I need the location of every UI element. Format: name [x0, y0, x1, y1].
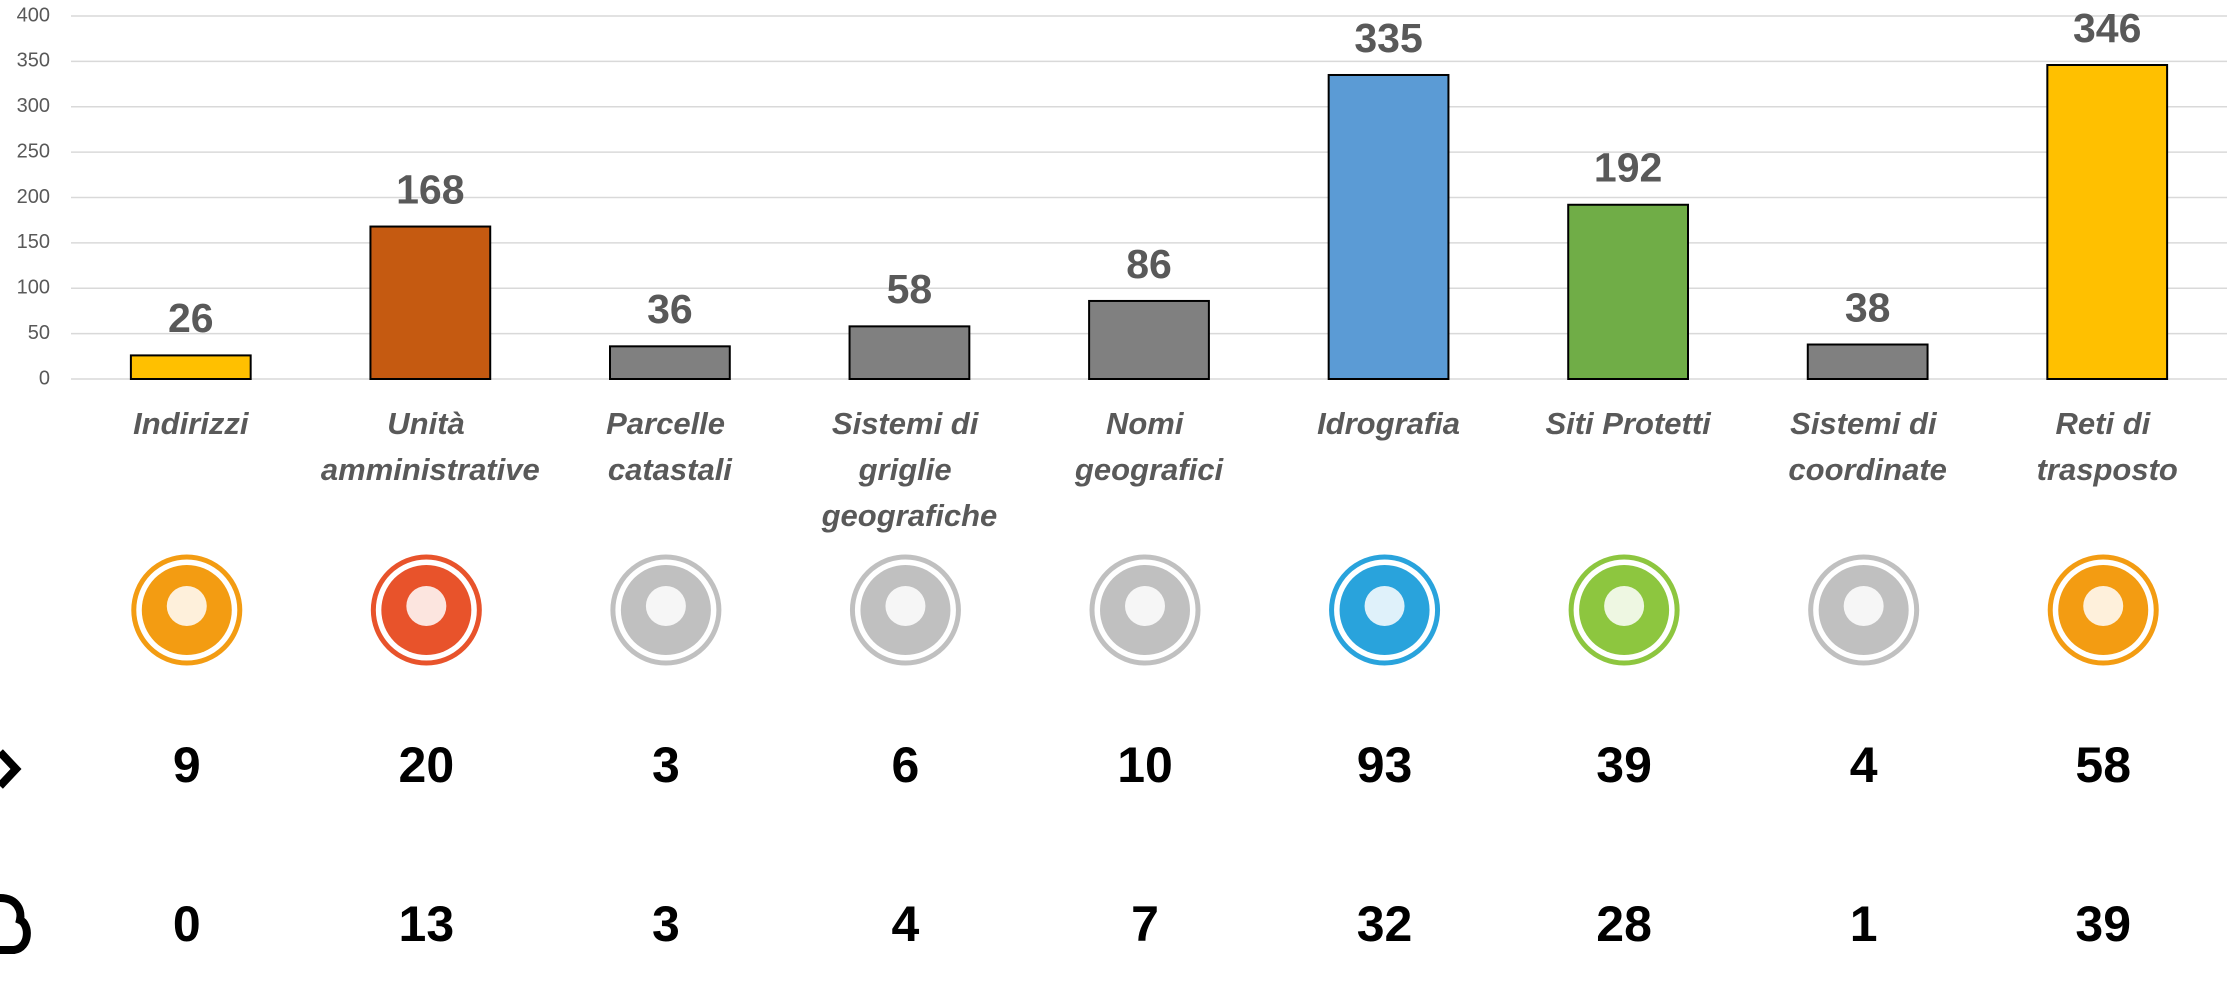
row-value: 4 — [1850, 737, 1878, 793]
value-label: 86 — [1126, 241, 1172, 287]
category-icon — [1089, 554, 1201, 666]
y-tick-label: 0 — [39, 367, 50, 389]
x-tick-label: Sistemi di griglie geografiche — [821, 406, 998, 533]
value-label: 26 — [168, 295, 214, 341]
category-icon-detail — [2083, 586, 2124, 626]
bar — [2046, 64, 2169, 380]
row-value: 3 — [652, 737, 680, 793]
row-value: 28 — [1596, 896, 1652, 952]
y-tick-label: 100 — [17, 277, 50, 299]
y-tick-label: 200 — [17, 186, 50, 208]
category-icon-detail — [166, 586, 207, 626]
row-value: 7 — [1131, 896, 1159, 952]
value-label: 58 — [887, 266, 933, 312]
category-icon-detail — [885, 586, 926, 626]
y-tick-label: 400 — [17, 4, 50, 26]
category-icon — [610, 554, 722, 666]
row-value: 13 — [399, 896, 455, 952]
y-tick-label: 50 — [28, 322, 50, 344]
category-icon — [1568, 554, 1680, 666]
category-icon-detail — [406, 586, 447, 626]
category-icon — [370, 554, 482, 666]
category-icon-detail — [1604, 586, 1645, 626]
y-tick-label: 150 — [17, 231, 50, 253]
x-tick-label: Sistemi di coordinate — [1788, 406, 1946, 487]
x-tick-label: Reti di trasposto — [2037, 406, 2178, 487]
value-label: 192 — [1594, 145, 1662, 191]
bar — [1327, 73, 1450, 381]
value-label: 36 — [647, 286, 693, 332]
x-tick-label: Indirizzi — [133, 406, 250, 441]
row-value: 39 — [1596, 737, 1652, 793]
y-tick-label: 350 — [17, 50, 50, 72]
category-icon-detail — [645, 586, 686, 626]
bar — [1806, 343, 1929, 381]
category-icon-detail — [1125, 586, 1165, 626]
row-icon — [0, 749, 22, 789]
value-label: 346 — [2073, 5, 2141, 51]
value-label: 335 — [1354, 15, 1422, 61]
x-tick-label: Unità amministrative — [321, 406, 540, 487]
category-icon — [1329, 554, 1441, 666]
row-value: 9 — [173, 737, 201, 793]
bar — [1567, 203, 1689, 380]
row-value: 0 — [173, 896, 201, 952]
row-value: 20 — [399, 737, 455, 793]
row-value: 39 — [2075, 896, 2131, 952]
bar — [1088, 299, 1210, 380]
category-icon-detail — [1843, 586, 1884, 626]
row-value: 4 — [892, 896, 920, 952]
row-value: 1 — [1850, 896, 1878, 952]
bar — [129, 354, 252, 380]
row-value: 6 — [892, 737, 920, 793]
value-label: 168 — [396, 166, 464, 212]
row-value: 3 — [652, 896, 680, 952]
row-value: 32 — [1357, 896, 1413, 952]
category-icon — [1808, 554, 1920, 666]
y-tick-label: 300 — [17, 95, 50, 117]
bar — [848, 325, 971, 380]
row-icon — [0, 894, 31, 954]
bar — [369, 225, 492, 380]
category-icon — [2047, 554, 2159, 666]
row-value: 93 — [1357, 737, 1413, 793]
x-tick-label: Nomi geografici — [1074, 406, 1225, 487]
bar — [609, 345, 731, 380]
row-value: 10 — [1117, 737, 1173, 793]
x-tick-label: Idrografia — [1317, 406, 1460, 441]
x-tick-label: Parcelle catastali — [606, 406, 734, 487]
x-tick-label: Siti Protetti — [1545, 406, 1712, 441]
y-tick-label: 250 — [17, 140, 50, 162]
category-icon-detail — [1364, 586, 1405, 626]
category-icon — [131, 554, 243, 666]
category-icon — [849, 554, 961, 666]
value-label: 38 — [1845, 284, 1891, 330]
row-value: 58 — [2075, 737, 2131, 793]
